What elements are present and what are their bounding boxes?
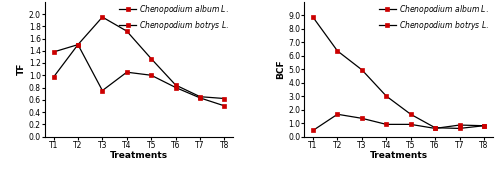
Y-axis label: BCF: BCF [276, 59, 285, 79]
Legend: $\it{Chenopodium\ album\ L.}$, $\it{Chenopodium\ botrys\ L.}$: $\it{Chenopodium\ album\ L.}$, $\it{Chen… [120, 3, 229, 31]
Legend: $\it{Chenopodium\ album\ L.}$, $\it{Chenopodium\ botrys\ L.}$: $\it{Chenopodium\ album\ L.}$, $\it{Chen… [379, 3, 488, 31]
Y-axis label: TF: TF [17, 63, 26, 75]
X-axis label: Treatments: Treatments [110, 151, 168, 160]
X-axis label: Treatments: Treatments [370, 151, 428, 160]
